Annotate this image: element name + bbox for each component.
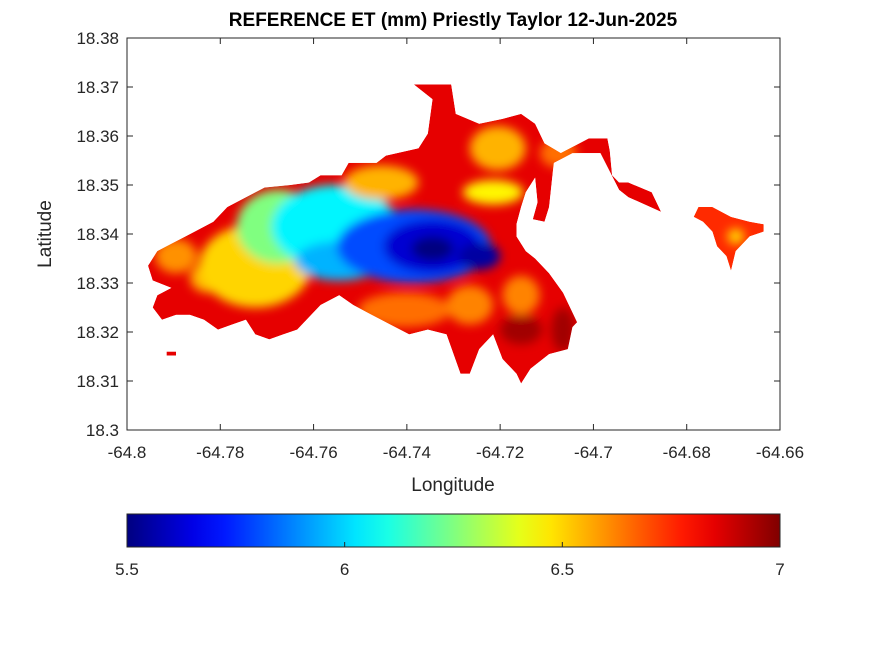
y-tick-label: 18.3 (86, 421, 119, 440)
et-feature (469, 126, 526, 171)
et-feature (458, 242, 501, 270)
colorbar: 5.5 6 6.5 7 (115, 513, 785, 579)
colorbar-tick-label: 6.5 (551, 560, 575, 579)
x-tick-label: -64.72 (476, 443, 524, 462)
x-tick-label: -64.68 (663, 443, 711, 462)
y-axis: 18.3 18.31 18.32 18.33 18.34 18.35 18.36 18.37 1… (76, 29, 780, 440)
chart-title: REFERENCE ET (mm) Priestly Taylor 12-Jun… (229, 10, 678, 31)
y-tick-label: 18.34 (76, 225, 119, 244)
et-feature (155, 238, 197, 274)
et-feature (357, 292, 452, 328)
et-feature (343, 165, 419, 200)
et-feature (500, 314, 543, 345)
colorbar-tick-label: 7 (775, 560, 784, 579)
x-axis-label: Longitude (411, 475, 494, 496)
x-tick-label: -64.7 (574, 443, 613, 462)
et-map (148, 84, 764, 384)
colorbar-gradient (126, 513, 781, 548)
x-tick-label: -64.74 (383, 443, 431, 462)
y-tick-label: 18.36 (76, 127, 119, 146)
x-axis: -64.8 -64.78 -64.76 -64.74 -64.72 -64.7 -64.68… (108, 38, 804, 462)
y-tick-label: 18.33 (76, 274, 119, 293)
y-tick-label: 18.35 (76, 176, 119, 195)
y-tick-label: 18.32 (76, 323, 119, 342)
et-feature (551, 307, 575, 352)
et-feature (462, 180, 524, 205)
et-feature (446, 285, 494, 325)
x-tick-label: -64.78 (196, 443, 244, 462)
y-tick-label: 18.37 (76, 78, 119, 97)
y-tick-label: 18.31 (76, 372, 119, 391)
y-tick-label: 18.38 (76, 29, 119, 48)
y-axis-label: Latitude (35, 200, 56, 268)
x-tick-label: -64.8 (108, 443, 147, 462)
et-feature (411, 236, 454, 261)
x-tick-label: -64.76 (289, 443, 337, 462)
colorbar-tick-label: 6 (340, 560, 349, 579)
colorbar-tick-label: 5.5 (115, 560, 139, 579)
x-tick-label: -64.66 (756, 443, 804, 462)
et-feature (502, 275, 540, 315)
et-feature (727, 228, 745, 245)
region-islet (166, 351, 176, 356)
